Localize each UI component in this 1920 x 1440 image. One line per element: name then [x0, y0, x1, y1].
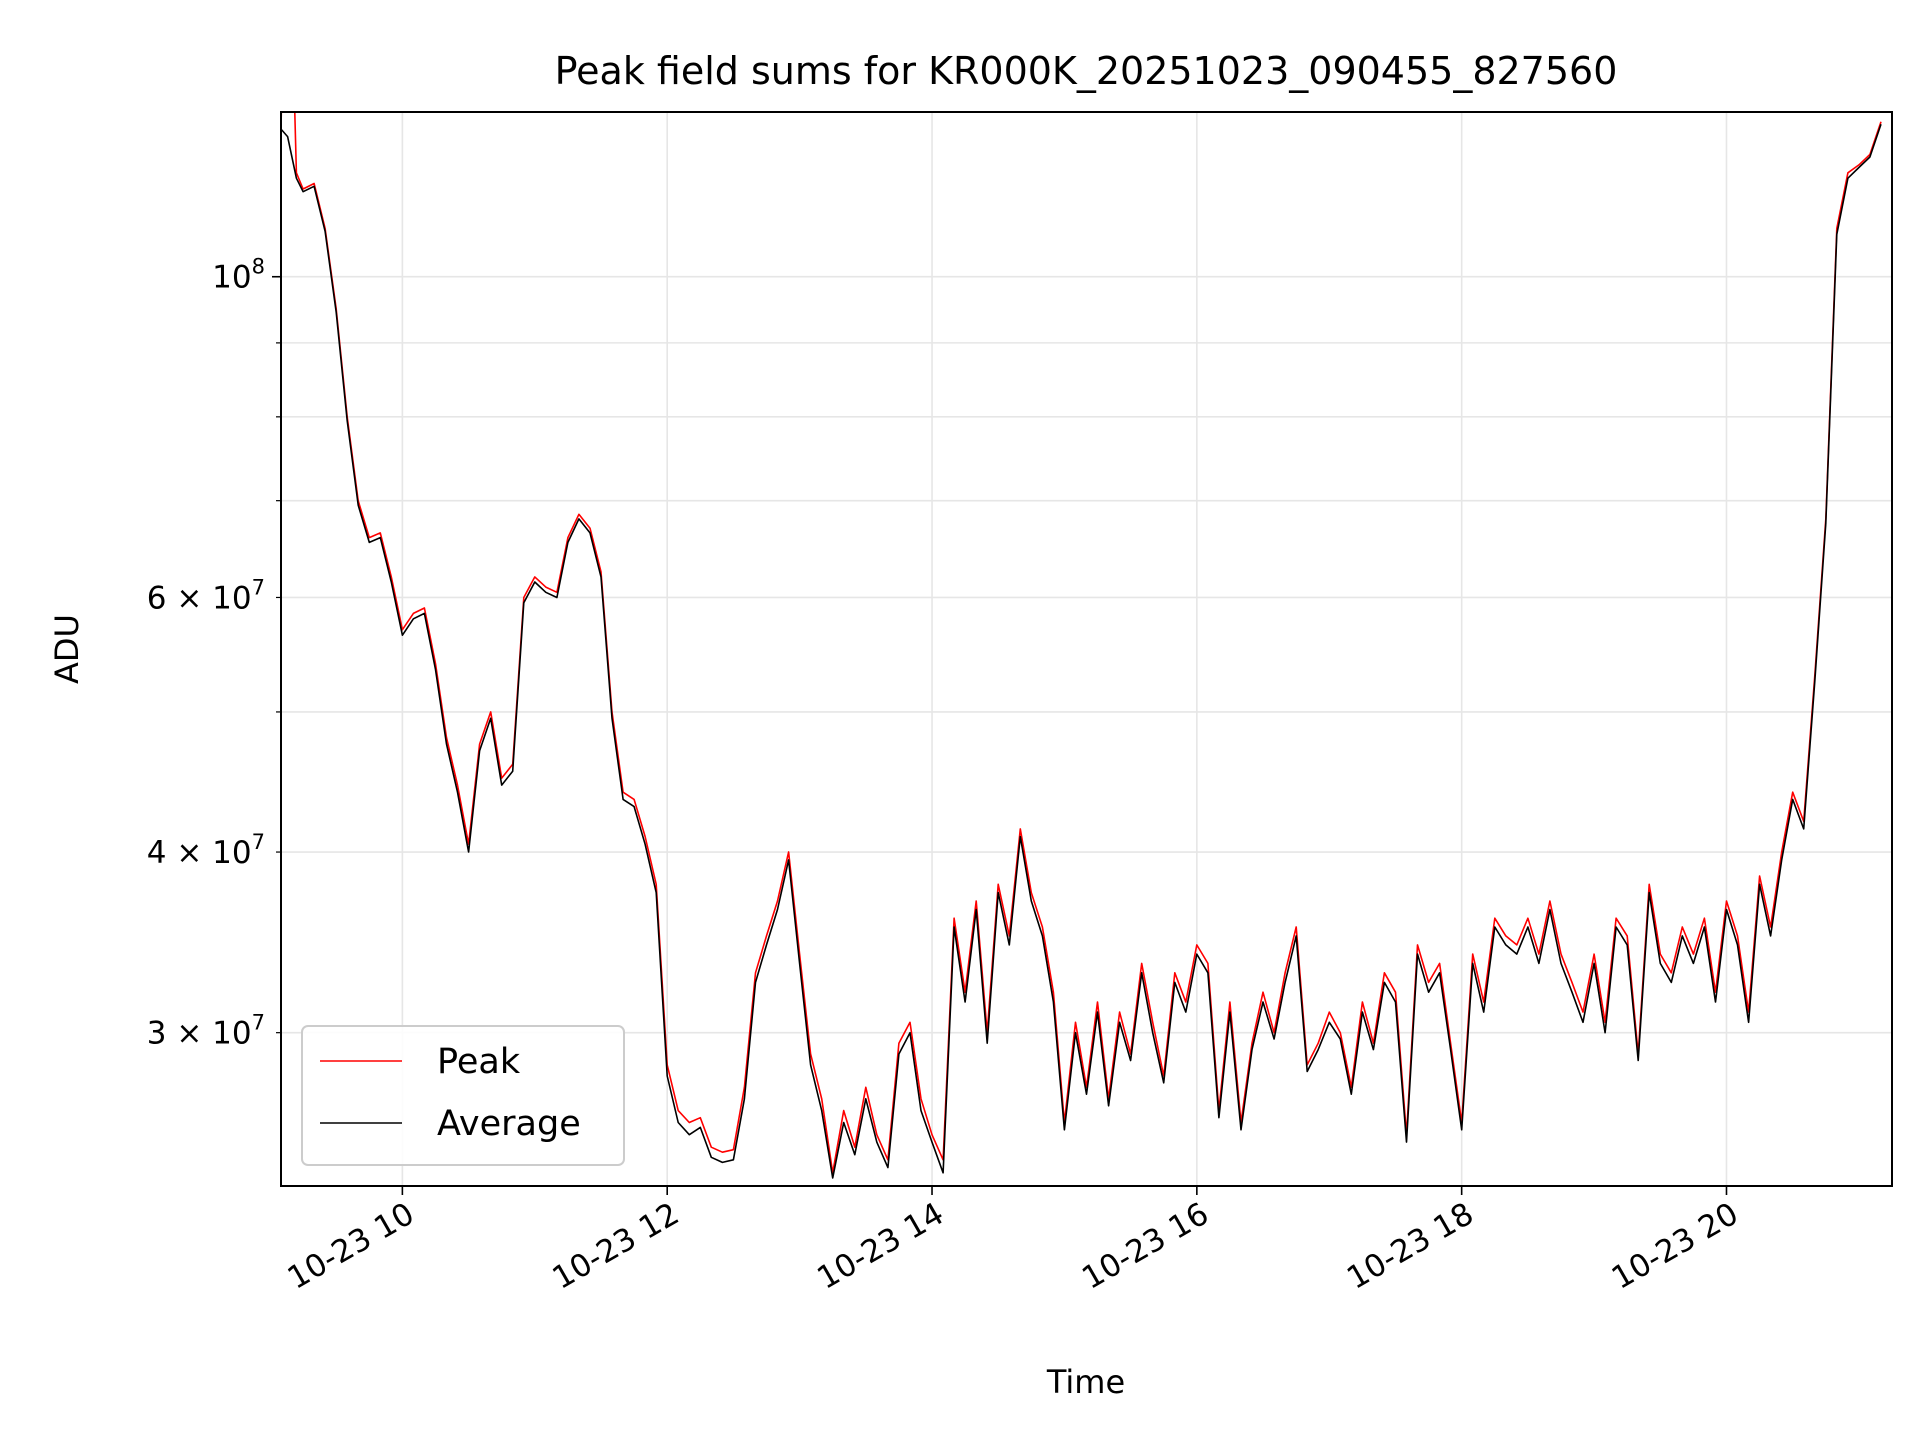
y-tick-label-exponent: 8: [252, 255, 265, 279]
plot-frame: [280, 111, 1893, 1187]
y-tick-label: 3 × 107: [147, 1011, 265, 1052]
grid: [281, 112, 1892, 1186]
x-axis-title: Time: [1046, 1363, 1125, 1401]
y-tick-label: 6 × 107: [147, 575, 265, 616]
y-tick-label-base: 10: [212, 260, 251, 296]
y-tick-label: 4 × 107: [147, 830, 265, 871]
y-tick-label-base: 3 × 10: [147, 1016, 252, 1052]
series-line-average: [281, 123, 1882, 1179]
series-layer: [281, 112, 1882, 1179]
chart-title: Peak field sums for KR000K_20251023_0904…: [555, 49, 1618, 93]
y-tick-label-exponent: 7: [252, 830, 265, 854]
y-tick-label-exponent: 7: [252, 1011, 265, 1035]
legend-label-peak: Peak: [437, 1042, 521, 1082]
y-axis-title: ADU: [48, 614, 86, 684]
legend: Peak Average: [301, 1025, 625, 1166]
y-tick-label-exponent: 7: [252, 575, 265, 599]
y-tick-label: 108: [212, 255, 265, 296]
y-tick-label-base: 6 × 10: [147, 580, 252, 616]
legend-label-average: Average: [437, 1104, 581, 1144]
series-line-peak: [281, 112, 1882, 1174]
y-tick-label-base: 4 × 10: [147, 835, 252, 871]
